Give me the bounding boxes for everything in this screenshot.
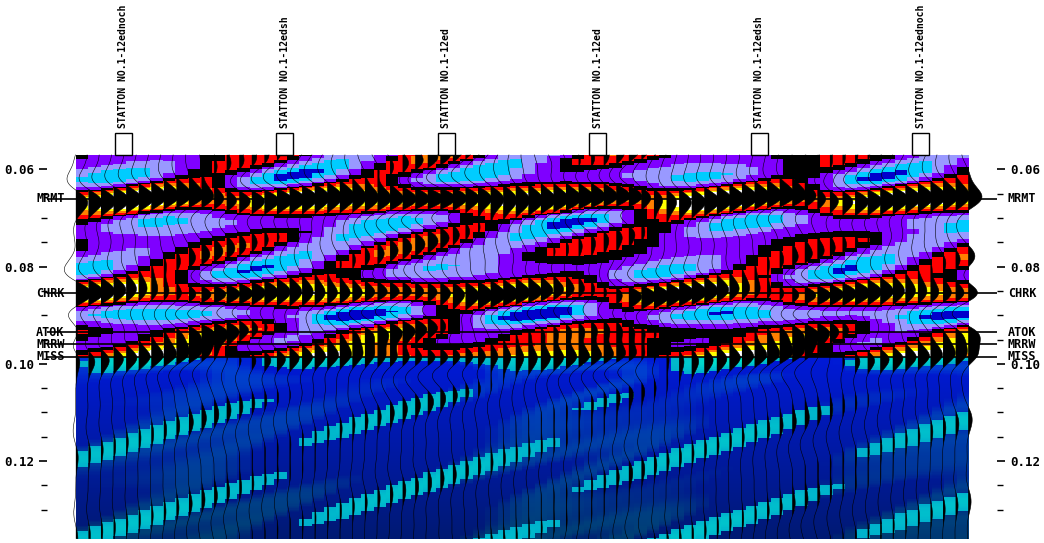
Text: MRMT: MRMT	[37, 192, 65, 205]
Text: STATTON NO.1-12ed: STATTON NO.1-12ed	[441, 28, 451, 128]
Text: MISS: MISS	[1007, 350, 1037, 363]
Bar	[590, 133, 607, 155]
Text: STATTON NO.1-12ednoch: STATTON NO.1-12ednoch	[916, 5, 926, 128]
Bar	[437, 133, 454, 155]
Text: MRRW: MRRW	[1007, 338, 1037, 351]
Text: STATTON NO.1-12edsh: STATTON NO.1-12edsh	[755, 16, 764, 128]
Bar	[276, 133, 293, 155]
Text: ATOK: ATOK	[1007, 326, 1037, 339]
Text: MRRW: MRRW	[37, 338, 65, 351]
Text: CHRK: CHRK	[1007, 287, 1037, 300]
Bar	[912, 133, 929, 155]
Text: STATTON NO.1-12ed: STATTON NO.1-12ed	[593, 28, 603, 128]
Text: STATTON NO.1-12ednoch: STATTON NO.1-12ednoch	[118, 5, 128, 128]
Text: ATOK: ATOK	[37, 326, 65, 339]
Text: STATTON NO.1-12edsh: STATTON NO.1-12edsh	[280, 16, 289, 128]
Bar	[115, 133, 132, 155]
Text: CHRK: CHRK	[37, 287, 65, 300]
Text: MISS: MISS	[37, 350, 65, 363]
Text: MRMT: MRMT	[1007, 192, 1037, 205]
Bar	[751, 133, 768, 155]
